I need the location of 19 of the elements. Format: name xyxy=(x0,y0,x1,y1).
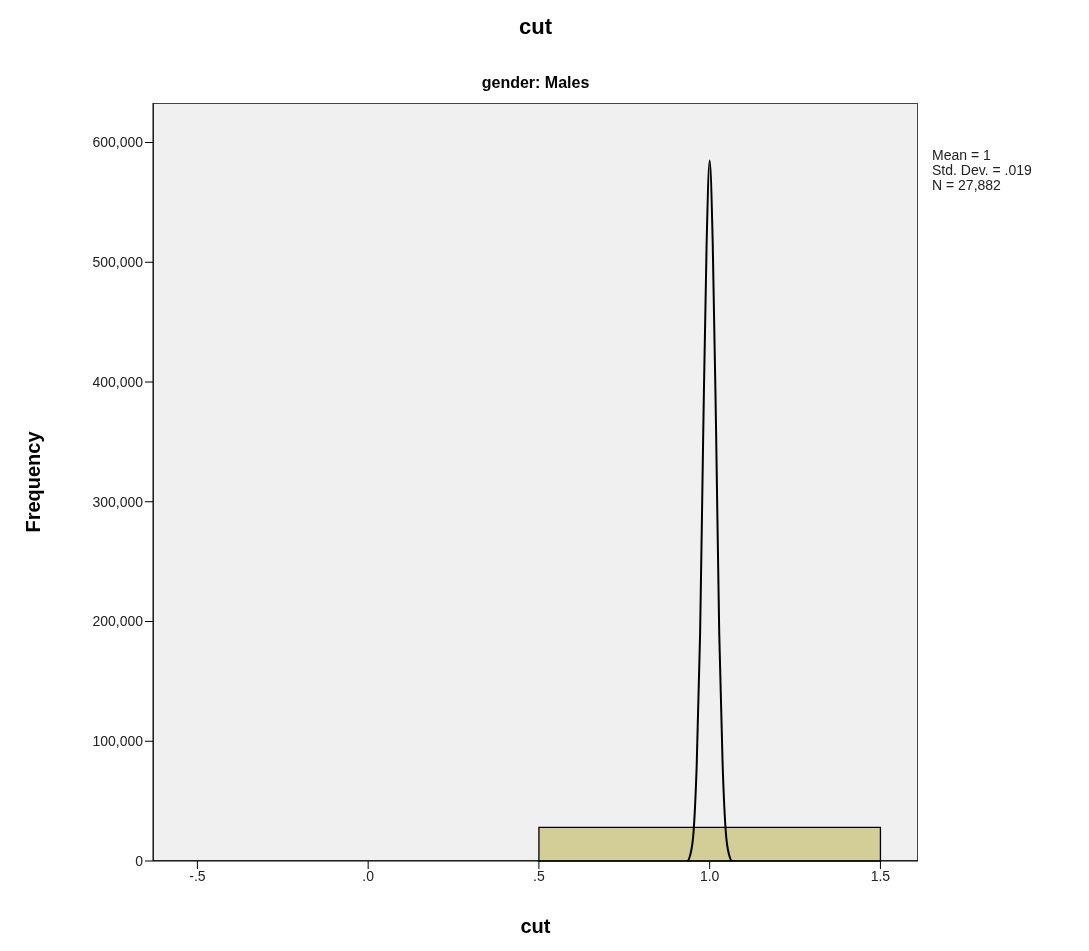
y-axis-title: Frequency xyxy=(22,430,45,533)
y-tick-label: 300,000 xyxy=(92,493,144,510)
chart-subtitle: gender: Males xyxy=(480,74,591,92)
y-tick-label: 200,000 xyxy=(92,613,144,630)
y-tick-label: 400,000 xyxy=(92,373,144,390)
x-tick-label: .0 xyxy=(362,867,375,884)
x-tick-label: 1.0 xyxy=(699,867,720,884)
x-tick-label: .5 xyxy=(533,867,545,884)
text: Std. Dev. = .019 xyxy=(932,162,1032,178)
y-tick-label: 600,000 xyxy=(92,134,144,151)
x-axis-title: cut xyxy=(520,915,551,937)
y-tick-label: 0 xyxy=(135,852,144,869)
text: Mean = 1 xyxy=(932,147,992,163)
x-tick-label: -.5 xyxy=(189,867,206,884)
y-tick-label: 500,000 xyxy=(92,254,144,271)
text: N = 27,882 xyxy=(932,177,1002,193)
x-tick-label: 1.5 xyxy=(870,867,891,884)
y-tick-label: 100,000 xyxy=(92,733,144,750)
chart-title: cut xyxy=(518,14,553,40)
